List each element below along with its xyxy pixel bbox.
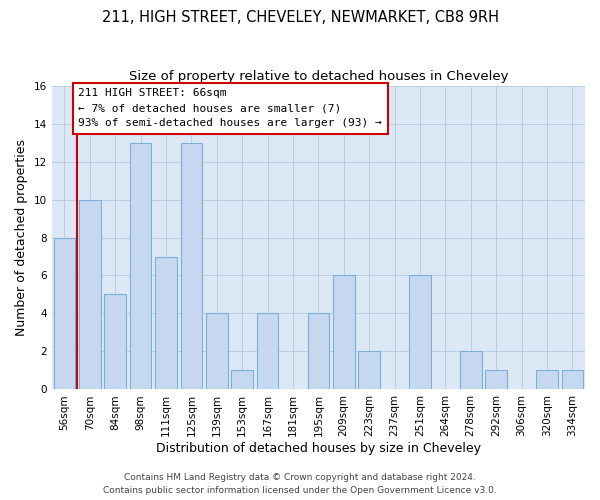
Bar bbox=[562, 370, 583, 390]
Bar bbox=[460, 352, 482, 390]
Bar bbox=[536, 370, 557, 390]
Y-axis label: Number of detached properties: Number of detached properties bbox=[15, 139, 28, 336]
Bar bbox=[53, 238, 75, 390]
Text: Contains HM Land Registry data © Crown copyright and database right 2024.
Contai: Contains HM Land Registry data © Crown c… bbox=[103, 474, 497, 495]
Bar bbox=[333, 276, 355, 390]
Bar bbox=[206, 314, 227, 390]
Bar bbox=[104, 294, 126, 390]
Bar bbox=[181, 142, 202, 390]
Bar bbox=[485, 370, 507, 390]
Bar bbox=[79, 200, 101, 390]
Text: 211, HIGH STREET, CHEVELEY, NEWMARKET, CB8 9RH: 211, HIGH STREET, CHEVELEY, NEWMARKET, C… bbox=[101, 10, 499, 25]
Bar bbox=[232, 370, 253, 390]
Bar bbox=[358, 352, 380, 390]
Bar bbox=[409, 276, 431, 390]
Text: 211 HIGH STREET: 66sqm
← 7% of detached houses are smaller (7)
93% of semi-detac: 211 HIGH STREET: 66sqm ← 7% of detached … bbox=[79, 88, 382, 128]
X-axis label: Distribution of detached houses by size in Cheveley: Distribution of detached houses by size … bbox=[156, 442, 481, 455]
Bar bbox=[155, 256, 177, 390]
Bar bbox=[308, 314, 329, 390]
Bar bbox=[257, 314, 278, 390]
Bar bbox=[130, 142, 151, 390]
Title: Size of property relative to detached houses in Cheveley: Size of property relative to detached ho… bbox=[128, 70, 508, 83]
